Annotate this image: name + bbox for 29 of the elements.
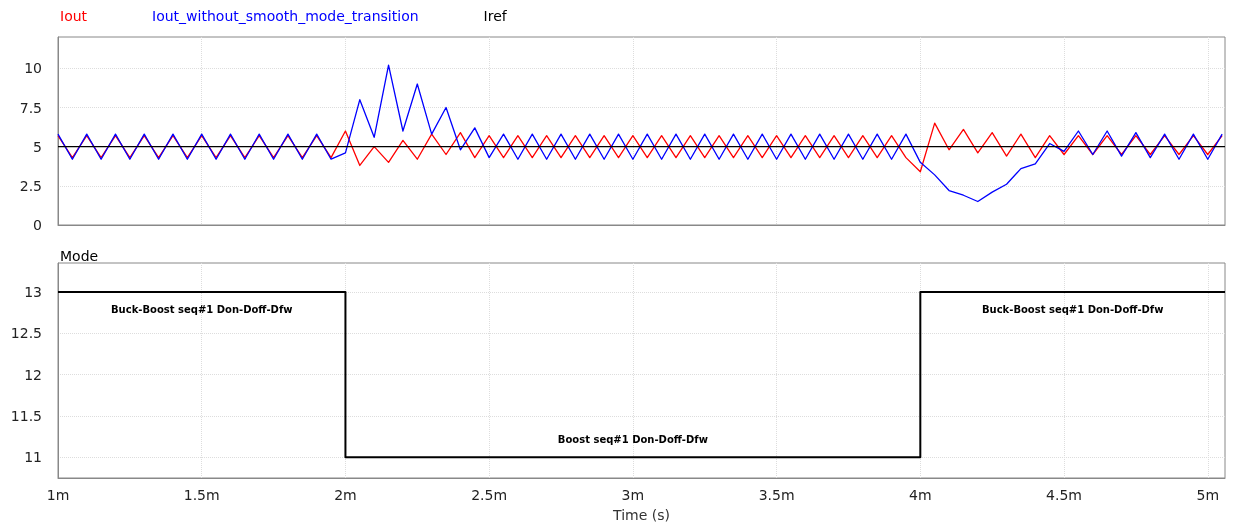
x-tick-label: 1.5m — [183, 487, 220, 503]
y-tick-label: 12 — [24, 366, 42, 383]
y-tick-label: 7.5 — [19, 99, 42, 116]
annotation: Buck-Boost seq#1 Don-Doff-Dfw — [981, 304, 1164, 316]
x-tick-label: 3.5m — [758, 487, 795, 503]
text: Iout — [60, 8, 88, 24]
x-tick-label: 5m — [1196, 487, 1220, 503]
text: Iout_without_smooth_mode_transition — [152, 8, 419, 24]
x-tick-label: 1m — [46, 487, 70, 503]
series-label: Mode — [60, 248, 99, 264]
x-tick-label: 2.5m — [471, 487, 508, 503]
y-tick-label: 12.5 — [10, 325, 42, 342]
annotation: Buck-Boost seq#1 Don-Doff-Dfw — [110, 304, 293, 316]
y-tick-label: 5 — [33, 138, 42, 155]
y-tick-label: 13 — [24, 283, 42, 300]
x-tick-label: 4m — [909, 487, 932, 503]
line-series — [57, 122, 1223, 173]
y-tick-label: 0 — [33, 217, 42, 233]
x-tick-label: 3m — [621, 487, 645, 503]
y-tick-label: 11 — [24, 449, 42, 466]
annotation: Boost seq#1 Don-Doff-Dfw — [557, 433, 708, 445]
x-axis-title: Time (s) — [612, 507, 670, 523]
y-tick-label: 2.5 — [19, 177, 42, 194]
line-series — [57, 64, 1223, 203]
x-tick-label: 4.5m — [1046, 487, 1082, 503]
y-tick-label: 10 — [24, 60, 42, 77]
y-tick-label: 11.5 — [10, 407, 42, 424]
text: Iref — [483, 8, 508, 24]
x-tick-label: 2m — [334, 487, 357, 503]
